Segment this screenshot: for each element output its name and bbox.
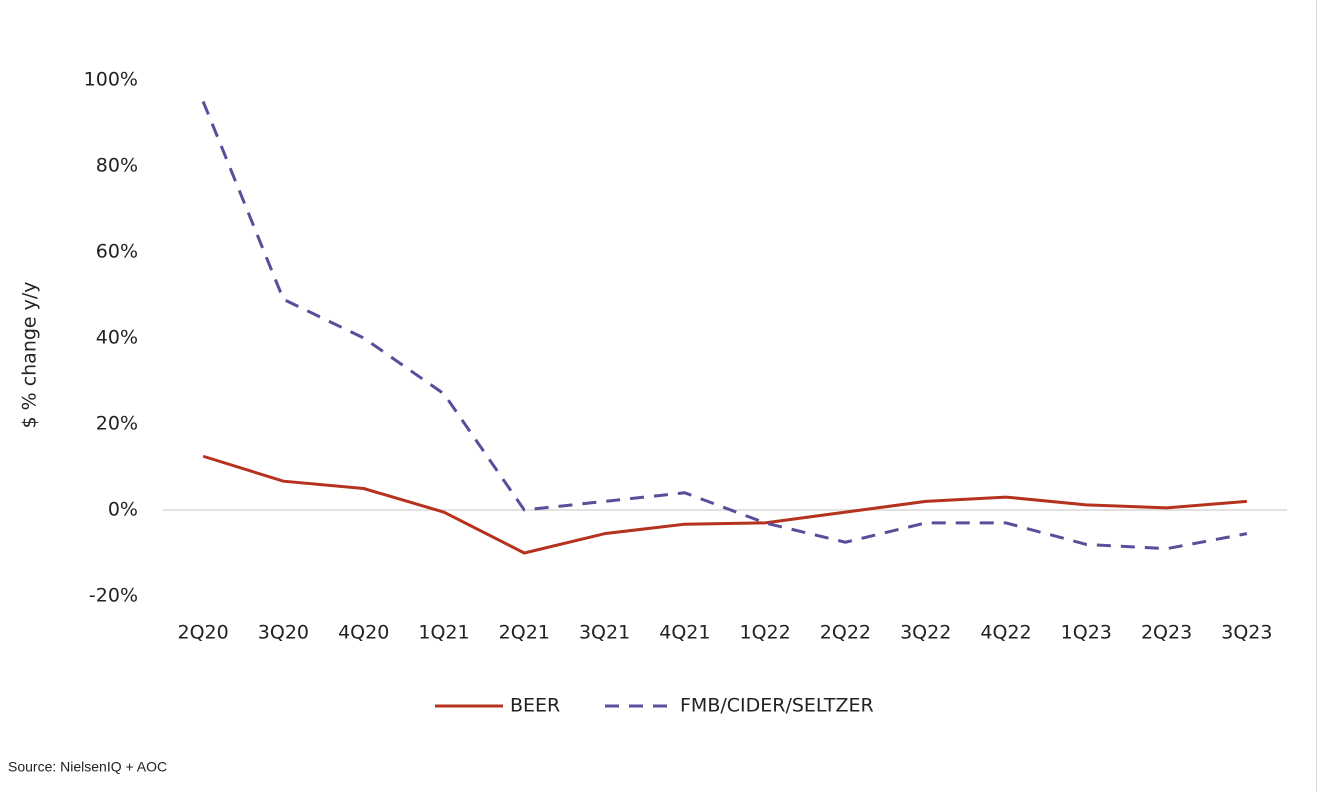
x-tick-label: 2Q22 bbox=[820, 622, 871, 644]
x-tick-label: 3Q23 bbox=[1221, 622, 1272, 644]
y-tick-label: 40% bbox=[96, 327, 138, 349]
x-tick-label: 1Q23 bbox=[1061, 622, 1112, 644]
x-tick-label: 3Q22 bbox=[900, 622, 951, 644]
y-tick-label: 0% bbox=[108, 499, 138, 521]
y-tick-label: 100% bbox=[84, 69, 138, 91]
legend-label: FMB/CIDER/SELTZER bbox=[680, 695, 874, 717]
x-tick-label: 1Q21 bbox=[418, 622, 469, 644]
x-tick-label: 2Q23 bbox=[1141, 622, 1192, 644]
y-tick-label: 20% bbox=[96, 413, 138, 435]
x-tick-label: 3Q21 bbox=[579, 622, 630, 644]
x-tick-label: 2Q21 bbox=[499, 622, 550, 644]
x-tick-label: 4Q22 bbox=[980, 622, 1031, 644]
x-tick-label: 4Q21 bbox=[659, 622, 710, 644]
y-axis-label: $ % change y/y bbox=[19, 281, 41, 428]
series-line bbox=[202, 454, 1247, 555]
y-tick-label: -20% bbox=[89, 585, 138, 607]
x-tick-label: 3Q20 bbox=[258, 622, 309, 644]
y-tick-label: 80% bbox=[96, 155, 138, 177]
x-tick-label: 4Q20 bbox=[338, 622, 389, 644]
legend-label: BEER bbox=[510, 695, 560, 717]
x-tick-label: 2Q20 bbox=[178, 622, 229, 644]
source-note: Source: NielsenIQ + AOC bbox=[8, 759, 167, 775]
x-tick-label: 1Q22 bbox=[740, 622, 791, 644]
series-line bbox=[201, 100, 1248, 551]
y-tick-label: 60% bbox=[96, 241, 138, 263]
